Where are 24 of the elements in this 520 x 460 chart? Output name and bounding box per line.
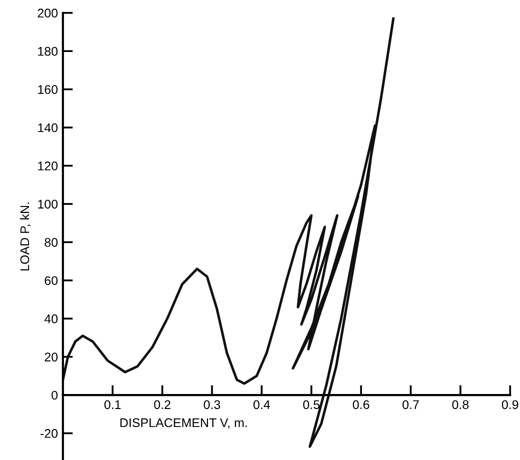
y-tick-label: 20 — [44, 352, 58, 362]
y-tick-label: 180 — [38, 46, 58, 56]
y-tick-label: 120 — [38, 162, 58, 170]
y-axis-title: LOAD P, kN. — [20, 202, 31, 270]
y-tick-label: 100 — [38, 200, 58, 209]
x-tick-label: 0.1 — [104, 400, 121, 410]
x-tick-label: 0.8 — [452, 400, 469, 410]
x-axis-title: DISPLACEMENT V, m. — [120, 418, 247, 429]
x-tick-label: 0.9 — [502, 400, 518, 410]
x-tick-label: 0.3 — [204, 400, 220, 410]
y-tick-label: 140 — [38, 123, 58, 132]
y-tick-label: 80 — [44, 238, 58, 247]
x-tick-label: 0.5 — [303, 400, 320, 410]
x-tick-label: 0.2 — [154, 400, 170, 410]
x-tick-label: 0.7 — [402, 400, 419, 410]
y-tick-label: 0 — [52, 390, 58, 400]
x-tick-label: 0.6 — [352, 400, 370, 410]
y-tick-label: 40 — [44, 314, 58, 324]
y-tick-label: -20 — [40, 429, 58, 438]
y-tick-label: 160 — [38, 85, 58, 94]
x-tick-label: 0.4 — [253, 400, 270, 410]
line-series — [62, 17, 395, 448]
y-tick-label: 60 — [44, 276, 58, 286]
y-tick-label: 200 — [38, 8, 58, 18]
